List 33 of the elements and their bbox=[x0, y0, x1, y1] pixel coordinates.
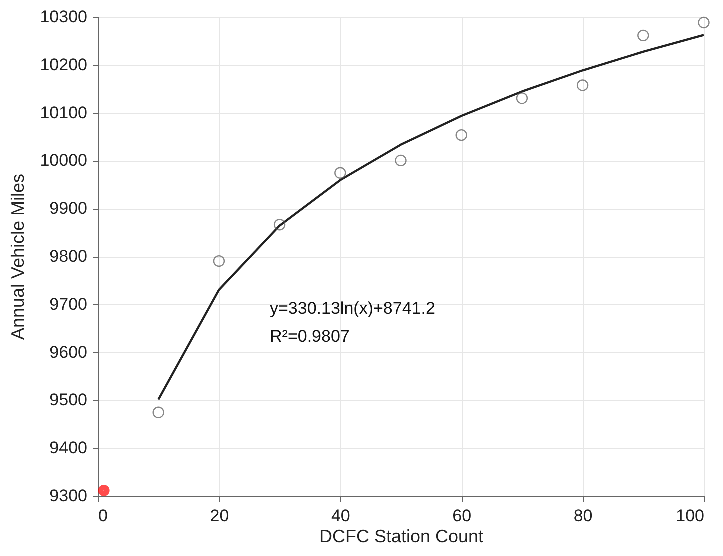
y-tick-label: 9300 bbox=[50, 486, 88, 506]
y-tick-label: 9800 bbox=[50, 247, 88, 266]
line-series bbox=[158, 34, 704, 401]
annotation: R²=0.9807 bbox=[270, 327, 350, 346]
x-tick-label: 40 bbox=[331, 506, 350, 526]
y-tick-label: 10300 bbox=[40, 8, 88, 26]
point bbox=[516, 92, 528, 104]
annotation: y=330.13ln(x)+8741.2 bbox=[270, 299, 436, 318]
y-tick-label: 9400 bbox=[50, 438, 88, 458]
point bbox=[698, 16, 710, 29]
point bbox=[638, 30, 650, 42]
point bbox=[274, 219, 286, 231]
point bbox=[456, 129, 468, 142]
y-tick-label: 9500 bbox=[50, 390, 88, 410]
point bbox=[213, 255, 226, 268]
point bbox=[98, 484, 110, 496]
x-tick-label: 0 bbox=[98, 506, 108, 526]
y-tick-label: 10000 bbox=[40, 151, 88, 170]
y-tick-label: 9900 bbox=[50, 199, 88, 218]
point bbox=[576, 80, 589, 92]
point bbox=[152, 406, 164, 418]
y-axis-title: Annual Vehicle Miles bbox=[8, 174, 28, 340]
point bbox=[395, 154, 407, 167]
x-tick-label: 100 bbox=[676, 506, 704, 526]
x-tick-label: 20 bbox=[210, 506, 230, 526]
y-tick-label: 10200 bbox=[40, 55, 88, 74]
x-tick-label: 60 bbox=[452, 506, 472, 526]
point bbox=[334, 167, 346, 179]
y-tick-label: 9600 bbox=[50, 342, 88, 362]
x-tick-label: 80 bbox=[574, 506, 593, 526]
y-tick-label: 9700 bbox=[50, 294, 88, 314]
x-axis-title: DCFC Station Count bbox=[319, 526, 484, 546]
y-tick-label: 10100 bbox=[40, 103, 88, 122]
